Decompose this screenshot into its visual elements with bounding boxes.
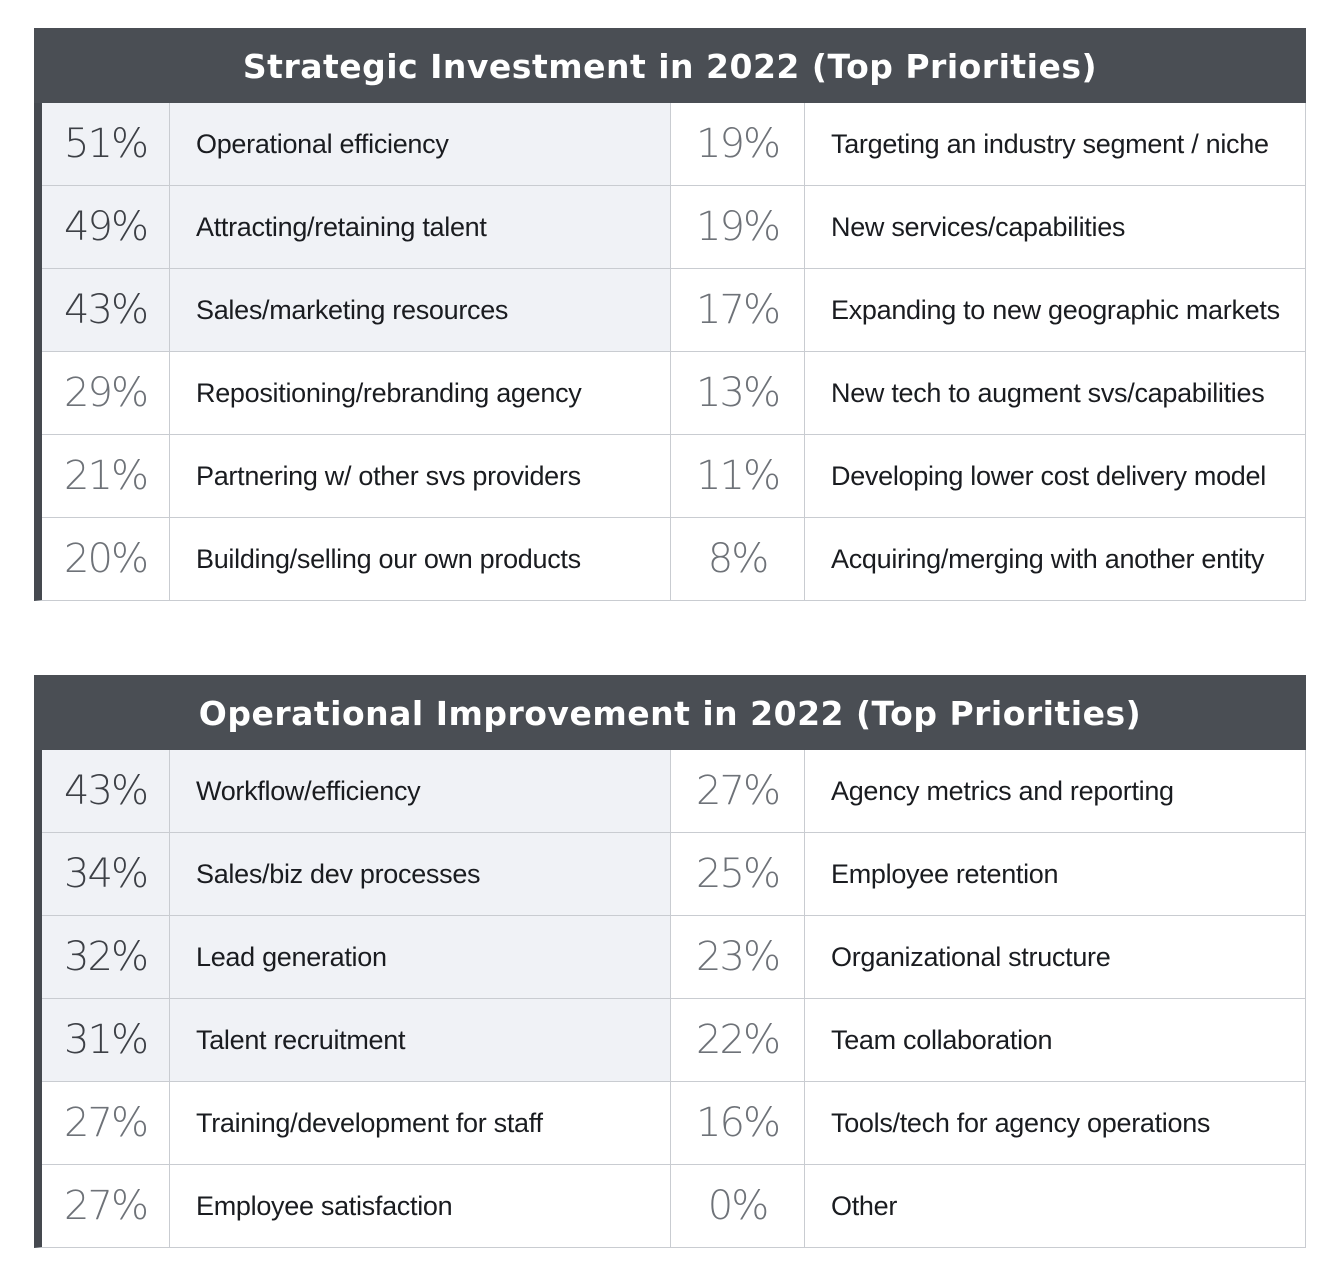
table-row: 43% Sales/marketing resources 17% Expanding… bbox=[42, 268, 1305, 351]
percent-value: 8% bbox=[670, 518, 804, 600]
table-row: 51% Operational efficiency 19% Targeting an… bbox=[42, 103, 1305, 185]
table-row: 29% Repositioning/rebranding agency 13% New… bbox=[42, 351, 1305, 434]
percent-value: 29% bbox=[64, 370, 149, 416]
percent-value: 34% bbox=[42, 833, 169, 915]
percent-value: 32% bbox=[42, 916, 169, 998]
priority-label: Talent recruitment bbox=[169, 999, 670, 1081]
priority-label: Partnering w/ other svs providers bbox=[169, 435, 670, 517]
percent-value: 0% bbox=[670, 1165, 804, 1247]
priority-label: Acquiring/merging with another entity bbox=[804, 518, 1305, 600]
priority-label: Tools/tech for agency operations bbox=[804, 1082, 1305, 1164]
priority-label: Organizational structure bbox=[804, 916, 1305, 998]
percent-value: 23% bbox=[670, 916, 804, 998]
priority-label: Workflow/efficiency bbox=[169, 750, 670, 832]
percent-value: 11% bbox=[670, 435, 804, 517]
priority-label: Employee satisfaction bbox=[169, 1165, 670, 1247]
table-row: 21% Partnering w/ other svs providers 11% D… bbox=[42, 434, 1305, 517]
priority-label: Developing lower cost delivery model bbox=[804, 435, 1305, 517]
percent-value: 16% bbox=[670, 1082, 804, 1164]
priority-label: Expanding to new geographic markets bbox=[804, 269, 1305, 351]
priority-label: Training/development for staff bbox=[169, 1082, 670, 1164]
percent-value: 51% bbox=[42, 103, 169, 185]
strategic-investment-table: Strategic Investment in 2022 (Top Priori… bbox=[34, 28, 1306, 601]
table-title: Operational Improvement in 2022 (Top Pri… bbox=[34, 675, 1306, 750]
percent-value: 31% bbox=[42, 999, 169, 1081]
priority-label: Attracting/retaining talent bbox=[169, 186, 670, 268]
table-row: 31% Talent recruitment 22% Team collaborati… bbox=[42, 998, 1305, 1081]
percent-value: 13% bbox=[670, 352, 804, 434]
priority-label: Other bbox=[804, 1165, 1305, 1247]
operational-improvement-table: Operational Improvement in 2022 (Top Pri… bbox=[34, 675, 1306, 1248]
percent-value: 43% bbox=[42, 750, 169, 832]
table-body: 43% Workflow/efficiency 27% Agency metrics … bbox=[34, 750, 1306, 1248]
priority-label: Employee retention bbox=[804, 833, 1305, 915]
percent-value: 43% bbox=[42, 269, 169, 351]
priority-label: Sales/marketing resources bbox=[169, 269, 670, 351]
priority-label: New tech to augment svs/capabilities bbox=[804, 352, 1305, 434]
percent-value: 17% bbox=[670, 269, 804, 351]
table-row: 34% Sales/biz dev processes 25% Employee re… bbox=[42, 832, 1305, 915]
percent-value: 22% bbox=[670, 999, 804, 1081]
percent-value: 25% bbox=[670, 833, 804, 915]
percent-value: 20% bbox=[64, 536, 149, 582]
percent-value: 21% bbox=[64, 453, 149, 499]
table-row: 43% Workflow/efficiency 27% Agency metrics … bbox=[42, 750, 1305, 832]
table-row: 32% Lead generation 23% Organizational stru… bbox=[42, 915, 1305, 998]
percent-value: 27% bbox=[64, 1183, 149, 1229]
priority-label: Operational efficiency bbox=[169, 103, 670, 185]
priority-label: Lead generation bbox=[169, 916, 670, 998]
priority-label: New services/capabilities bbox=[804, 186, 1305, 268]
percent-value: 19% bbox=[670, 103, 804, 185]
table-row: 27% Training/development for staff 16% Tool… bbox=[42, 1081, 1305, 1164]
priority-label: Sales/biz dev processes bbox=[169, 833, 670, 915]
table-row: 49% Attracting/retaining talent 19% New ser… bbox=[42, 185, 1305, 268]
table-title: Strategic Investment in 2022 (Top Priori… bbox=[34, 28, 1306, 103]
percent-value: 19% bbox=[670, 186, 804, 268]
priority-label: Repositioning/rebranding agency bbox=[169, 352, 670, 434]
priority-label: Agency metrics and reporting bbox=[804, 750, 1305, 832]
percent-value: 27% bbox=[670, 750, 804, 832]
priority-label: Building/selling our own products bbox=[169, 518, 670, 600]
priority-label: Team collaboration bbox=[804, 999, 1305, 1081]
table-row: 20% Building/selling our own products 8% Ac… bbox=[42, 517, 1305, 600]
table-body: 51% Operational efficiency 19% Targeting an… bbox=[34, 103, 1306, 601]
percent-value: 27% bbox=[64, 1100, 149, 1146]
priority-label: Targeting an industry segment / niche bbox=[804, 103, 1305, 185]
percent-value: 49% bbox=[42, 186, 169, 268]
table-row: 27% Employee satisfaction 0% Other bbox=[42, 1164, 1305, 1247]
